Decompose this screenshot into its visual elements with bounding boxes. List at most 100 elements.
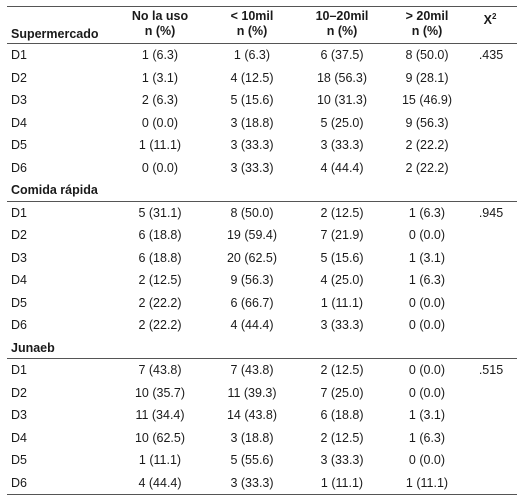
row-label: D2 bbox=[11, 228, 27, 242]
chi-label: X bbox=[483, 13, 492, 27]
table-cell: 2 (12.5) bbox=[320, 205, 364, 220]
table-cell: 5 (55.6) bbox=[230, 453, 274, 467]
table-cell: 5 (25.0) bbox=[320, 115, 364, 130]
table-row: D5 2 (22.2) 6 (66.7) 1 (11.1) 0 (0.0) bbox=[7, 292, 517, 315]
table-cell: 1 (11.1) bbox=[320, 295, 364, 310]
col-header-lt10: < 10mil n (%) bbox=[217, 9, 287, 39]
bottom-rule bbox=[7, 494, 517, 495]
table-cell: 3 (33.3) bbox=[320, 138, 364, 152]
section-title: Junaeb bbox=[11, 340, 55, 355]
section-rule bbox=[7, 200, 517, 202]
row-label: D2 bbox=[11, 385, 27, 400]
section-title-row: Junaeb bbox=[7, 337, 517, 359]
table-cell: 6 (18.8) bbox=[320, 408, 364, 422]
table-cell: 14 (43.8) bbox=[226, 408, 278, 422]
table-row: D1 1 (6.3) 1 (6.3) 6 (37.5) 8 (50.0) .435 bbox=[7, 44, 517, 67]
table-cell: 2 (12.5) bbox=[320, 363, 364, 377]
col-header-line1: 10–20mil bbox=[315, 9, 369, 23]
table-cell: 9 (56.3) bbox=[405, 115, 449, 130]
table-cell: 1 (6.3) bbox=[408, 273, 446, 287]
frequency-table: Supermercado No la uso n (%) < 10mil n (… bbox=[7, 6, 517, 495]
table-cell: 3 (18.8) bbox=[230, 430, 274, 445]
table-cell: 5 (15.6) bbox=[230, 93, 274, 107]
table-cell: 0 (0.0) bbox=[408, 228, 446, 242]
table-row: D4 2 (12.5) 9 (56.3) 4 (25.0) 1 (6.3) bbox=[7, 269, 517, 292]
table-cell: 18 (56.3) bbox=[316, 70, 368, 85]
row-label: D2 bbox=[11, 70, 27, 85]
table-cell: 0 (0.0) bbox=[408, 295, 446, 310]
row-label: D1 bbox=[11, 205, 27, 220]
row-label: D4 bbox=[11, 115, 27, 130]
table-body: D1 1 (6.3) 1 (6.3) 6 (37.5) 8 (50.0) .435 D2 1 … bbox=[7, 44, 517, 495]
table-cell: 3 (33.3) bbox=[230, 138, 274, 152]
chi-square-value: .435 bbox=[478, 48, 504, 62]
table-cell: 10 (31.3) bbox=[316, 93, 368, 107]
row-label: D4 bbox=[11, 430, 27, 445]
table-cell: 1 (3.1) bbox=[408, 408, 446, 422]
section-rule bbox=[7, 358, 517, 359]
table-row: D4 10 (62.5) 3 (18.8) 2 (12.5) 1 (6.3) bbox=[7, 427, 517, 450]
table-cell: 9 (56.3) bbox=[230, 273, 274, 287]
row-label: D5 bbox=[11, 453, 27, 467]
col-header-gt20: > 20mil n (%) bbox=[392, 9, 462, 39]
row-label: D5 bbox=[11, 295, 27, 310]
table-cell: 3 (33.3) bbox=[230, 475, 274, 490]
table-cell: 11 (39.3) bbox=[227, 385, 277, 400]
table-cell: 0 (0.0) bbox=[141, 160, 179, 175]
chi-square-value: .945 bbox=[478, 205, 504, 220]
row-label: D1 bbox=[11, 48, 27, 62]
table-row: D5 1 (11.1) 3 (33.3) 3 (33.3) 2 (22.2) bbox=[7, 134, 517, 157]
row-label: D3 bbox=[11, 250, 27, 265]
col-header-line2: n (%) bbox=[326, 24, 358, 38]
table-cell: 4 (12.5) bbox=[230, 70, 274, 85]
table-cell: 2 (12.5) bbox=[138, 273, 182, 287]
table-cell: 1 (11.1) bbox=[405, 475, 449, 490]
table-row: D3 6 (18.8) 20 (62.5) 5 (15.6) 1 (3.1) bbox=[7, 247, 517, 270]
table-cell: 0 (0.0) bbox=[408, 385, 446, 400]
col-header-line2: n (%) bbox=[144, 24, 176, 38]
table-cell: 0 (0.0) bbox=[141, 115, 179, 130]
row-label: D6 bbox=[11, 160, 27, 175]
table-cell: 20 (62.5) bbox=[226, 250, 278, 265]
table-cell: 19 (59.4) bbox=[226, 228, 278, 242]
table-cell: 4 (44.4) bbox=[320, 160, 364, 175]
chi-square-value: .515 bbox=[478, 363, 504, 377]
table-cell: 7 (43.8) bbox=[230, 363, 274, 377]
col-header-no-uso: No la uso n (%) bbox=[125, 9, 195, 39]
table-cell: 1 (11.1) bbox=[320, 475, 364, 490]
col-header-line1: < 10mil bbox=[230, 9, 274, 23]
table-row: D6 4 (44.4) 3 (33.3) 1 (11.1) 1 (11.1) bbox=[7, 472, 517, 495]
table-cell: 7 (21.9) bbox=[320, 228, 364, 242]
table-cell: 10 (62.5) bbox=[134, 430, 186, 445]
header-rule bbox=[7, 43, 517, 44]
table-cell: 7 (25.0) bbox=[320, 385, 364, 400]
table-row: D1 5 (31.1) 8 (50.0) 2 (12.5) 1 (6.3) .945 bbox=[7, 202, 517, 225]
table-cell: 0 (0.0) bbox=[408, 363, 446, 377]
table-cell: 9 (28.1) bbox=[405, 70, 449, 85]
table-cell: 5 (15.6) bbox=[320, 250, 364, 265]
table-cell: 3 (33.3) bbox=[320, 318, 364, 332]
table-row: D6 0 (0.0) 3 (33.3) 4 (44.4) 2 (22.2) bbox=[7, 157, 517, 180]
top-rule bbox=[7, 6, 517, 7]
col-header-line2: n (%) bbox=[236, 24, 268, 38]
col-header-line1: > 20mil bbox=[405, 9, 449, 23]
table-cell: 10 (35.7) bbox=[134, 385, 186, 400]
table-cell: 7 (43.8) bbox=[138, 363, 182, 377]
table-cell: 0 (0.0) bbox=[408, 453, 446, 467]
table-cell: 4 (44.4) bbox=[230, 318, 274, 332]
table-row: D1 7 (43.8) 7 (43.8) 2 (12.5) 0 (0.0) .515 bbox=[7, 359, 517, 382]
table-cell: 2 (22.2) bbox=[405, 160, 449, 175]
table-cell: 2 (6.3) bbox=[141, 93, 179, 107]
table-row: D2 6 (18.8) 19 (59.4) 7 (21.9) 0 (0.0) bbox=[7, 224, 517, 247]
section-title: Comida rápida bbox=[11, 183, 98, 197]
table-row: D2 1 (3.1) 4 (12.5) 18 (56.3) 9 (28.1) bbox=[7, 67, 517, 90]
table-cell: 4 (25.0) bbox=[320, 273, 364, 287]
table-header: Supermercado No la uso n (%) < 10mil n (… bbox=[7, 6, 517, 44]
table-cell: 8 (50.0) bbox=[230, 205, 274, 220]
row-label: D6 bbox=[11, 318, 27, 332]
table-cell: 8 (50.0) bbox=[405, 48, 449, 62]
table-row: D3 2 (6.3) 5 (15.6) 10 (31.3) 15 (46.9) bbox=[7, 89, 517, 112]
col-header-chi: X2 bbox=[475, 9, 505, 28]
table-cell: 0 (0.0) bbox=[408, 318, 446, 332]
row-label: D3 bbox=[11, 408, 27, 422]
